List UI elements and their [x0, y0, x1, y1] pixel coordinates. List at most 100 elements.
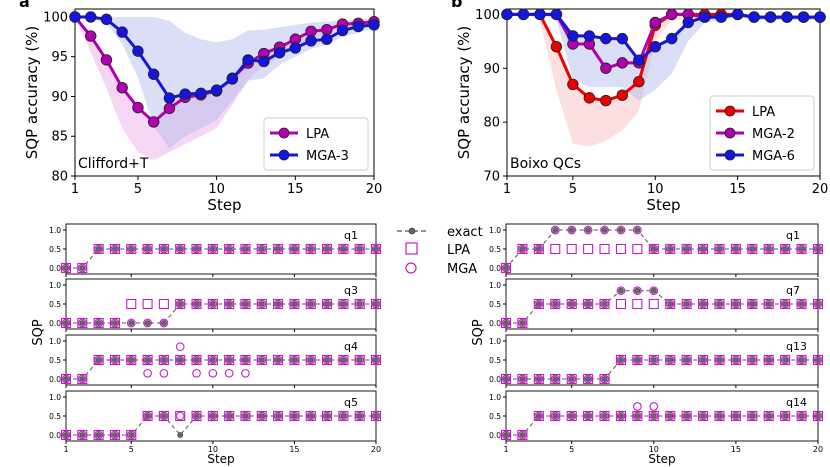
lpa-point: [322, 354, 333, 366]
mga-point: [143, 411, 152, 421]
mga-point: [126, 355, 136, 365]
mga-point: [290, 244, 299, 254]
mga-point: [257, 411, 267, 421]
mga-point: [567, 374, 577, 384]
data-point-mga-6: [600, 32, 612, 45]
data-point-mga-2: [666, 8, 678, 21]
exact-point: [144, 320, 151, 326]
exact-point: [160, 246, 167, 252]
exact-point: [226, 413, 233, 419]
mga-point: [371, 355, 381, 365]
lpa-point: [191, 243, 202, 255]
mga-point: [175, 244, 185, 254]
mga-point: [339, 299, 348, 309]
data-point-lpa: [633, 76, 645, 88]
exact-point: [275, 301, 282, 307]
exact-point: [798, 246, 805, 252]
mga-point: [567, 299, 577, 309]
lpa-point: [550, 373, 561, 385]
mga-point: [731, 355, 741, 365]
sqp-row-label-q5: q5: [344, 396, 358, 409]
legend-marker-lpa: [724, 105, 736, 117]
mga-point: [813, 355, 823, 365]
x-tick-label: 10: [208, 182, 225, 197]
y-tick-label: 0.5: [49, 245, 61, 254]
data-point-mga-3: [305, 35, 317, 47]
legend-label-lpa: LPA: [752, 105, 775, 120]
lpa-point: [305, 298, 316, 310]
data-point-mga-3: [132, 45, 144, 57]
data-point-mga-6: [517, 8, 530, 21]
lpa-point: [780, 243, 791, 255]
mga-point: [550, 225, 560, 235]
exact-point: [798, 357, 805, 363]
lpa-point: [77, 373, 88, 385]
mga-point: [94, 355, 103, 365]
exact-point: [356, 246, 363, 252]
exact-point: [568, 227, 575, 233]
exact-point: [242, 246, 249, 252]
panel-annotation: Boixo QCs: [510, 156, 581, 172]
mga-point: [273, 411, 283, 421]
exact-point: [650, 413, 657, 419]
exact-point: [585, 413, 592, 419]
y-tick-label: 0.0: [49, 431, 61, 440]
data-point-mga-2: [649, 16, 661, 29]
lpa-point: [681, 354, 692, 366]
exact-point: [732, 413, 739, 419]
mga-point: [159, 318, 169, 328]
exact-point: [765, 413, 772, 419]
exact-point: [340, 357, 347, 363]
mga-point: [797, 355, 806, 365]
x-tick-label: 1: [71, 182, 79, 197]
mga-point: [77, 374, 87, 384]
lpa-point: [175, 298, 186, 310]
y-tick-label: 0.0: [489, 375, 501, 384]
mga-point: [241, 299, 250, 309]
mga-point: [649, 402, 659, 411]
exact-point: [307, 246, 314, 252]
y-tick-label: 1.0: [489, 337, 501, 346]
data-point-mga-6: [764, 11, 777, 23]
exact-point: [552, 413, 559, 419]
mga-point: [715, 299, 724, 309]
legend-label-mga-3: MGA-3: [306, 149, 349, 164]
x-axis-label: Step: [207, 452, 234, 466]
exact-point: [585, 376, 592, 382]
lpa-point: [289, 410, 300, 422]
mga-point: [241, 368, 250, 378]
lpa-point: [354, 410, 365, 422]
lpa-point: [158, 410, 169, 422]
y-tick-label: 0.0: [49, 264, 61, 273]
lpa-point: [273, 298, 284, 310]
exact-point: [749, 357, 756, 363]
mga-point: [192, 411, 201, 421]
mga-point: [534, 244, 544, 254]
exact-point: [226, 357, 233, 363]
lpa-point: [714, 243, 725, 255]
series-band-lpa: [507, 14, 820, 147]
mga-point: [61, 263, 71, 273]
mga-point: [208, 299, 218, 309]
data-point-lpa: [321, 23, 333, 36]
mga-point: [355, 244, 365, 254]
exact-point: [95, 246, 102, 252]
x-tick-label: 10: [208, 445, 218, 454]
data-point-mga-3: [100, 13, 113, 26]
lpa-point: [747, 354, 758, 366]
exact-point: [601, 227, 608, 233]
lpa-point: [207, 354, 218, 366]
exact-point: [307, 413, 314, 419]
data-point-mga-3: [321, 33, 333, 45]
mga-point: [224, 411, 234, 421]
exact-point: [209, 246, 216, 252]
y-tick-label: 0.0: [489, 319, 501, 328]
legend-lpa-label: LPA: [447, 243, 470, 258]
lpa-point: [158, 243, 169, 255]
exact-point: [782, 413, 789, 419]
exact-point: [782, 246, 789, 252]
data-point-lpa: [132, 101, 144, 114]
mga-point: [371, 299, 381, 309]
exact-point: [63, 265, 69, 271]
mga-point: [813, 411, 823, 421]
